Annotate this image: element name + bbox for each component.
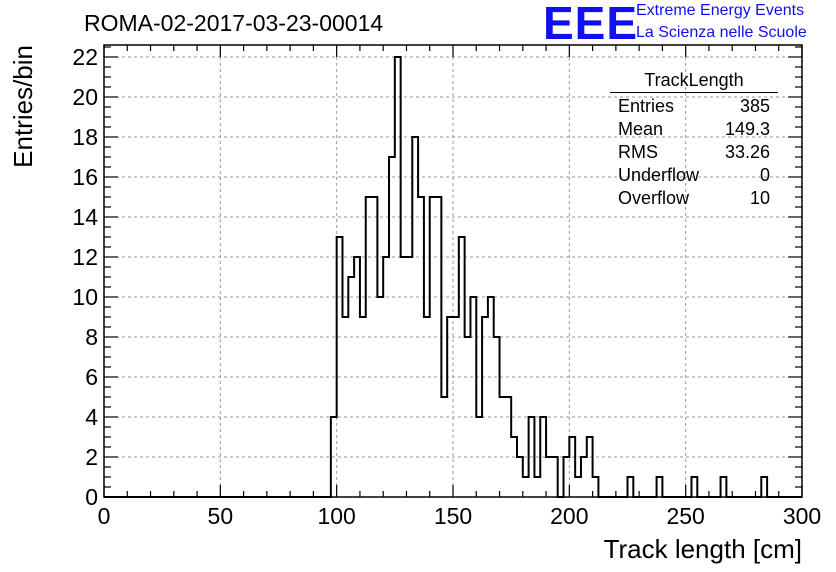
axis-ticks: [103, 45, 803, 498]
x-tick-label: 250: [666, 503, 704, 529]
stats-row-underflow: Underflow 0: [610, 164, 778, 187]
stats-value: 33.26: [724, 142, 770, 162]
x-tick-label: 0: [98, 503, 111, 529]
stats-row-overflow: Overflow 10: [610, 187, 778, 210]
stats-label: Underflow: [618, 165, 700, 185]
x-tick-label: 50: [208, 503, 234, 529]
x-axis-label: Track length [cm]: [604, 534, 802, 564]
y-tick-label: 0: [85, 484, 98, 510]
histogram-bin: [441, 397, 447, 497]
stats-title: TrackLength: [610, 70, 778, 93]
y-tick-label: 12: [72, 244, 98, 270]
histogram-bin: [360, 317, 366, 497]
x-tick-label: 200: [550, 503, 588, 529]
y-axis-label: Entries/bin: [8, 45, 38, 168]
stats-box: TrackLength Entries 385 Mean 149.3 RMS 3…: [610, 70, 778, 210]
y-tick-label: 2: [85, 444, 98, 470]
eee-logo-line2: La Scienza nelle Scuole: [636, 24, 807, 41]
histogram-bin: [523, 477, 529, 497]
histogram-bin: [546, 457, 552, 497]
stats-row-mean: Mean 149.3: [610, 118, 778, 141]
y-tick-label: 14: [72, 204, 98, 230]
stats-value: 0: [759, 165, 770, 185]
stats-label: RMS: [618, 142, 658, 162]
y-tick-label: 8: [85, 324, 98, 350]
y-tick-label: 10: [72, 284, 98, 310]
stats-value: 385: [739, 96, 770, 116]
stats-value: 10: [749, 188, 770, 208]
eee-logo-line1: Extreme Energy Events: [636, 2, 805, 19]
x-tick-label: 100: [317, 503, 355, 529]
eee-logo: EEE: [543, 0, 639, 49]
stats-row-rms: RMS 33.26: [610, 141, 778, 164]
stats-row-entries: Entries 385: [610, 95, 778, 118]
stats-label: Mean: [618, 119, 664, 139]
grid: [104, 45, 802, 497]
stats-label: Entries: [618, 96, 675, 116]
histogram-bin: [500, 397, 506, 497]
y-tick-label: 16: [72, 164, 98, 190]
stats-value: 149.3: [724, 119, 770, 139]
histogram-bin: [534, 477, 540, 497]
histogram-bin: [377, 297, 383, 497]
histogram-bin: [424, 317, 430, 497]
histogram-bin: [342, 317, 348, 497]
y-tick-label: 22: [72, 44, 98, 70]
y-tick-label: 20: [72, 84, 98, 110]
y-tick-label: 18: [72, 124, 98, 150]
x-tick-label: 150: [434, 503, 472, 529]
histogram-bin: [575, 477, 581, 497]
x-tick-label: 300: [783, 503, 821, 529]
stats-label: Overflow: [618, 188, 690, 208]
y-tick-label: 4: [85, 404, 98, 430]
histogram-bin: [453, 317, 459, 497]
run-title: ROMA-02-2017-03-23-00014: [84, 10, 384, 36]
y-tick-label: 6: [85, 364, 98, 390]
